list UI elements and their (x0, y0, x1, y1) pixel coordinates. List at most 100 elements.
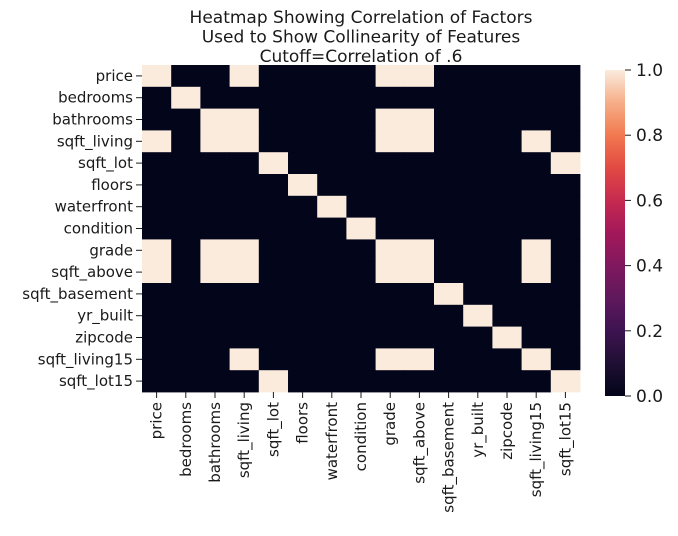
x-tick-label: floors (294, 402, 312, 444)
heatmap-cell (200, 195, 230, 218)
heatmap-cell (258, 326, 289, 349)
heatmap-cell (404, 152, 435, 175)
heatmap-cell (521, 217, 552, 240)
heatmap-cell (492, 283, 522, 306)
heatmap-cell (521, 86, 552, 109)
y-tick-label: sqft_lot (78, 154, 133, 173)
y-tick-label: sqft_above (51, 263, 133, 282)
heatmap-cell (288, 348, 318, 371)
heatmap-cell (550, 370, 581, 393)
heatmap-cell (521, 370, 552, 393)
heatmap-cell (171, 152, 201, 175)
heatmap-cell (200, 283, 230, 306)
heatmap-cell (288, 304, 318, 327)
heatmap-cell (521, 348, 552, 371)
heatmap-cell (171, 239, 201, 262)
heatmap-cell (171, 348, 201, 371)
x-tick-label: yr_built (469, 402, 488, 458)
heatmap-cell (317, 326, 347, 349)
heatmap-cell (375, 86, 406, 109)
heatmap-cell (434, 86, 464, 109)
heatmap-cell (258, 108, 289, 131)
heatmap-cell (463, 217, 493, 240)
heatmap-cell (375, 261, 406, 284)
x-tick-label: sqft_lot15 (556, 402, 575, 476)
heatmap-cell (346, 152, 376, 175)
heatmap-cell (550, 108, 581, 131)
chart-title-line: Cutoff=Correlation of .6 (260, 47, 463, 67)
heatmap-cell (375, 239, 406, 262)
heatmap-cell (434, 370, 464, 393)
heatmap-cell (229, 239, 260, 262)
heatmap-cell (258, 239, 289, 262)
heatmap-cell (346, 65, 376, 88)
heatmap-cell (258, 130, 289, 153)
heatmap-cell (288, 195, 318, 218)
colorbar: 0.0 0.2 0.4 0.6 0.8 1.0 (605, 61, 663, 407)
y-tick-label: sqft_lot15 (59, 372, 133, 391)
heatmap-cell (258, 152, 289, 175)
y-tick-label: condition (64, 220, 133, 238)
heatmap-cell (142, 261, 172, 284)
heatmap-cell (521, 65, 552, 88)
heatmap-cell (550, 174, 581, 197)
heatmap-cell (288, 108, 318, 131)
heatmap-cell (258, 174, 289, 197)
x-tick-label: sqft_lot (264, 402, 283, 457)
heatmap-cell (463, 130, 493, 153)
heatmap-cell (288, 152, 318, 175)
heatmap-cell (346, 326, 376, 349)
heatmap-cell (463, 326, 493, 349)
heatmap-cell (142, 65, 172, 88)
heatmap-cell (229, 130, 260, 153)
heatmap-cell (463, 65, 493, 88)
heatmap-cell (404, 370, 435, 393)
heatmap-cell (463, 261, 493, 284)
heatmap-cell (521, 239, 552, 262)
heatmap-cell (550, 261, 581, 284)
heatmap-cell (492, 152, 522, 175)
heatmap-cell (434, 130, 464, 153)
heatmap-cell (317, 108, 347, 131)
heatmap-cell (288, 174, 318, 197)
heatmap-cell (317, 65, 347, 88)
heatmap-cell (200, 239, 230, 262)
heatmap-cell (288, 239, 318, 262)
heatmap-cell (404, 65, 435, 88)
y-tick-label: yr_built (77, 307, 133, 326)
heatmap-cell (375, 65, 406, 88)
heatmap-cell (229, 65, 260, 88)
heatmap-cell (521, 283, 552, 306)
heatmap-cell (258, 217, 289, 240)
heatmap-cell (434, 261, 464, 284)
heatmap-cell (463, 348, 493, 371)
heatmap-cell (492, 130, 522, 153)
colorbar-tick-label: 1.0 (636, 61, 663, 81)
heatmap-cell (550, 326, 581, 349)
heatmap-cell (550, 239, 581, 262)
heatmap-cell (404, 86, 435, 109)
x-tick-label: price (148, 402, 166, 439)
heatmap-cell (229, 326, 260, 349)
x-tick-label: condition (352, 402, 370, 471)
x-tick-label: bathrooms (206, 402, 224, 483)
heatmap-cell (288, 370, 318, 393)
heatmap-cell (375, 195, 406, 218)
heatmap-cell (200, 217, 230, 240)
heatmap-cell (375, 304, 406, 327)
heatmap-cell (492, 239, 522, 262)
x-tick-label: bedrooms (177, 402, 195, 477)
heatmap-cell (346, 108, 376, 131)
heatmap-cell (171, 217, 201, 240)
heatmap-cell (142, 130, 172, 153)
colorbar-tick-label: 0.4 (636, 257, 663, 277)
heatmap-cell (200, 108, 230, 131)
heatmap-cell (550, 152, 581, 175)
heatmap-cell (492, 370, 522, 393)
heatmap-cell (463, 283, 493, 306)
heatmap-cell (142, 108, 172, 131)
heatmap-cell (317, 130, 347, 153)
heatmap-cell (404, 130, 435, 153)
heatmap-cell (550, 304, 581, 327)
